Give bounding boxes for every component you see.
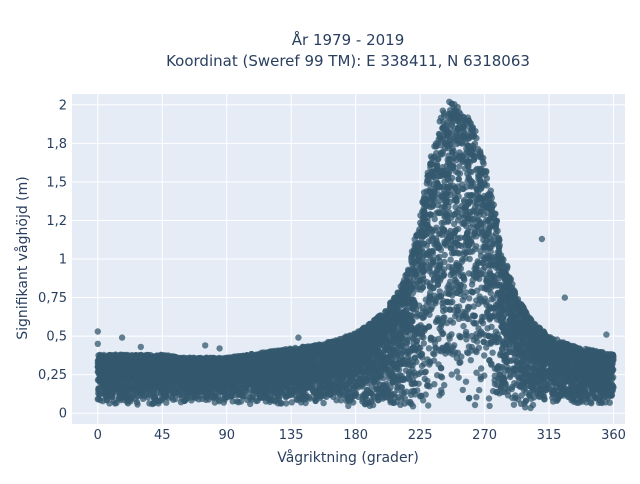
data-point: [439, 220, 445, 226]
data-point: [478, 365, 484, 371]
data-point: [468, 357, 474, 363]
data-point: [441, 314, 447, 320]
data-point: [480, 161, 486, 167]
data-point: [447, 257, 453, 263]
data-point: [478, 253, 484, 259]
data-point: [486, 395, 492, 401]
data-point: [436, 392, 442, 398]
data-point: [476, 387, 482, 393]
data-point: [426, 345, 432, 351]
chart-title: År 1979 - 2019: [292, 30, 405, 49]
data-point: [406, 376, 412, 382]
data-point: [447, 307, 453, 313]
data-point: [473, 394, 479, 400]
data-point: [492, 381, 498, 387]
data-point: [469, 344, 475, 350]
data-point: [439, 374, 445, 380]
chart-subtitle: Koordinat (Sweref 99 TM): E 338411, N 63…: [166, 52, 530, 70]
data-point: [472, 402, 478, 408]
data-point: [455, 374, 461, 380]
data-point: [481, 352, 487, 358]
